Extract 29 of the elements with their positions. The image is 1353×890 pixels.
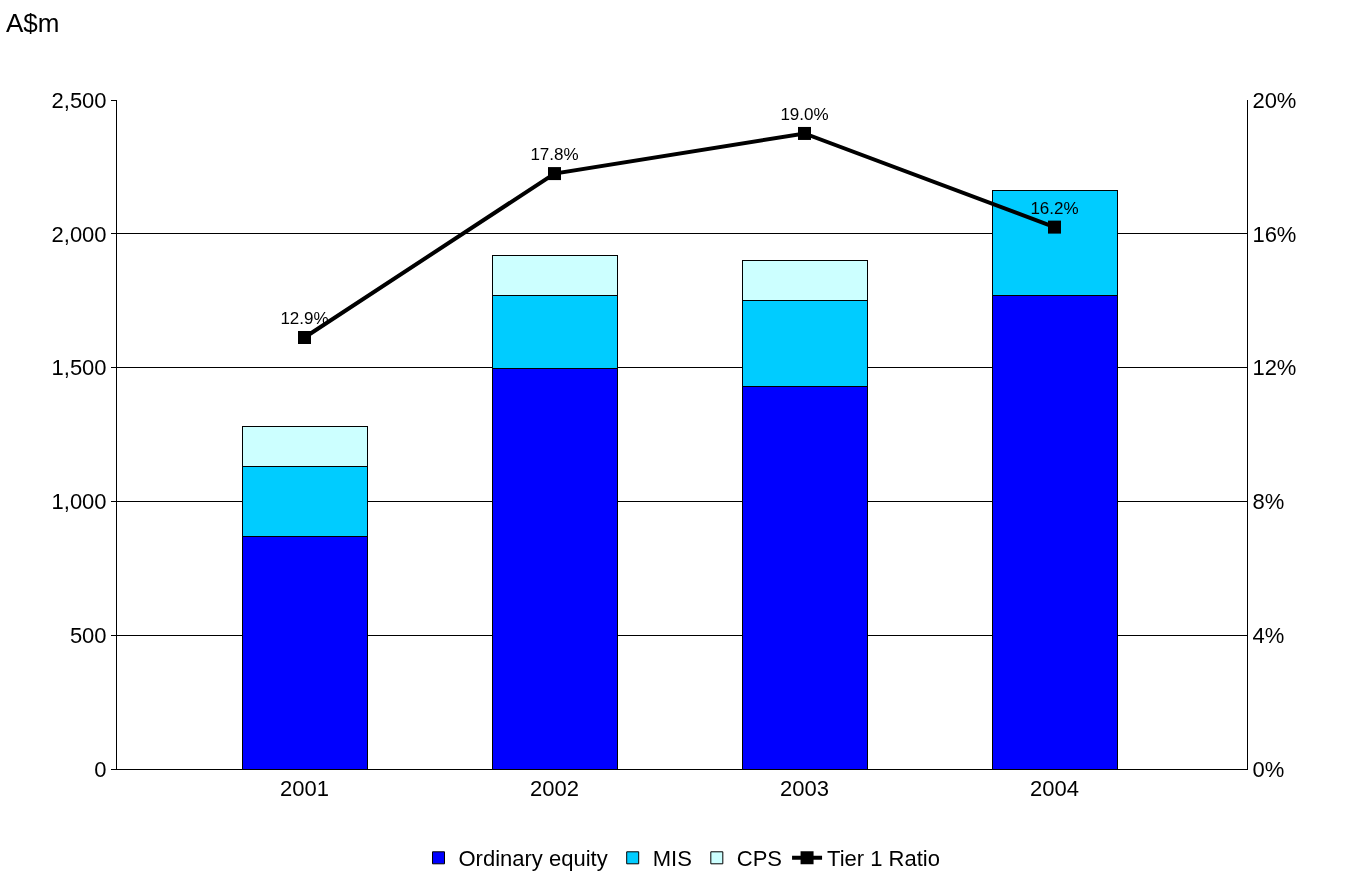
y2-tick-label: 16%: [1252, 221, 1297, 247]
data-label: 12.9%: [280, 309, 329, 329]
point: [548, 167, 561, 181]
data-label: 16.2%: [1030, 198, 1079, 218]
y-tick-label: 1,500: [51, 355, 107, 381]
point: [298, 330, 311, 344]
legend-label: Ordinary equity: [458, 846, 608, 872]
x-tick-label: 2001: [280, 776, 329, 802]
y2-tick-label: 0%: [1252, 756, 1285, 782]
point: [1048, 220, 1061, 234]
legend-label: MIS: [652, 846, 692, 872]
y2-tick-label: 8%: [1252, 489, 1285, 515]
y2-tick-label: 12%: [1252, 355, 1297, 381]
y-tick-label: 500: [69, 622, 107, 648]
y-axis-title: A$m: [6, 8, 60, 38]
x-tick-label: 2002: [530, 776, 579, 802]
y-tick-label: 2,000: [51, 221, 107, 247]
y-tick-label: 2,500: [51, 87, 107, 113]
y-tick-label: 0: [94, 756, 107, 782]
point: [798, 126, 811, 140]
x-tick-label: 2003: [780, 776, 829, 802]
legend-label: CPS: [736, 846, 783, 872]
data-label: 19.0%: [780, 105, 829, 125]
y2-tick-label: 20%: [1252, 87, 1297, 113]
legend-label: Tier 1 Ratio: [827, 846, 940, 872]
data-label: 17.8%: [530, 145, 579, 165]
y2-tick-label: 4%: [1252, 622, 1285, 648]
x-tick-label: 2004: [1030, 776, 1079, 802]
y-tick-label: 1,000: [51, 489, 107, 515]
